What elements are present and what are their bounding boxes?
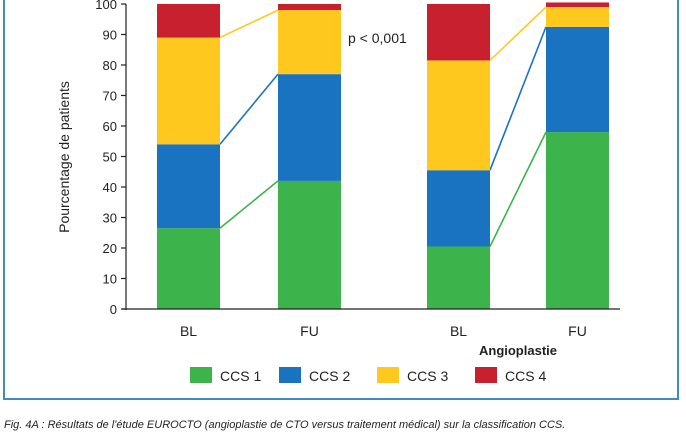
x-category-label: FU <box>300 323 319 339</box>
connector-line <box>489 26 547 171</box>
y-tick-label: 80 <box>103 58 117 73</box>
y-tick-label: 90 <box>103 28 117 43</box>
bar-segment <box>278 10 341 75</box>
legend-label: CCS 1 <box>220 368 261 384</box>
x-axis-labels: BL FU BL FU <box>180 323 587 339</box>
figure-caption: Fig. 4A : Résultats de l'étude EUROCTO (… <box>4 419 566 431</box>
connector-lines <box>219 6 547 247</box>
y-tick-label: 50 <box>103 150 117 165</box>
legend-swatch <box>377 367 399 383</box>
y-tick-label: 0 <box>110 302 117 317</box>
bar-segment <box>546 7 609 27</box>
bar-segment <box>427 246 490 309</box>
x-category-label: BL <box>180 323 197 339</box>
y-tick-label: 10 <box>103 272 117 287</box>
y-tick-label: 100 <box>95 0 117 12</box>
bar-segment <box>278 180 341 309</box>
bar-segment <box>157 228 220 309</box>
y-tick-label: 60 <box>103 119 117 134</box>
connector-line <box>219 73 279 145</box>
bar-segment <box>157 37 220 145</box>
y-tick-label: 30 <box>103 211 117 226</box>
bars-group <box>157 2 609 309</box>
bar-segment <box>157 144 220 229</box>
bar-segment <box>427 170 490 247</box>
legend-swatch <box>279 367 301 383</box>
bar-segment <box>546 2 609 8</box>
legend-label: CCS 2 <box>309 368 350 384</box>
connector-line <box>219 180 279 229</box>
y-tick-label: 40 <box>103 180 117 195</box>
legend-swatch <box>190 367 212 383</box>
bar-segment <box>278 74 341 181</box>
bar-segment <box>157 4 220 38</box>
y-tick-label: 20 <box>103 241 117 256</box>
bar-segment <box>546 132 609 309</box>
x-category-label: BL <box>450 323 467 339</box>
p-value-annotation: p < 0,001 <box>348 30 407 46</box>
legend: CCS 1 CCS 2 CCS 3 CCS 4 <box>190 367 546 384</box>
bar-segment <box>278 4 341 11</box>
legend-label: CCS 4 <box>505 368 546 384</box>
figure-frame <box>3 0 679 400</box>
connector-line <box>219 9 279 39</box>
y-axis: 0 10 20 30 40 50 60 70 80 90 100 <box>95 0 620 317</box>
connector-line <box>489 131 547 247</box>
bar-segment <box>427 4 490 61</box>
y-tick-label: 70 <box>103 89 117 104</box>
bar-segment <box>546 26 609 133</box>
legend-swatch <box>475 367 497 383</box>
stacked-bar-chart: 0 10 20 30 40 50 60 70 80 90 100 BL FU BL FU Pourcent… <box>56 0 620 384</box>
y-axis-label: Pourcentage de patients <box>56 81 72 233</box>
group-label: Angioplastie <box>479 343 557 358</box>
x-category-label: FU <box>568 323 587 339</box>
bar-segment <box>427 60 490 171</box>
connector-line <box>489 6 547 62</box>
legend-label: CCS 3 <box>407 368 448 384</box>
